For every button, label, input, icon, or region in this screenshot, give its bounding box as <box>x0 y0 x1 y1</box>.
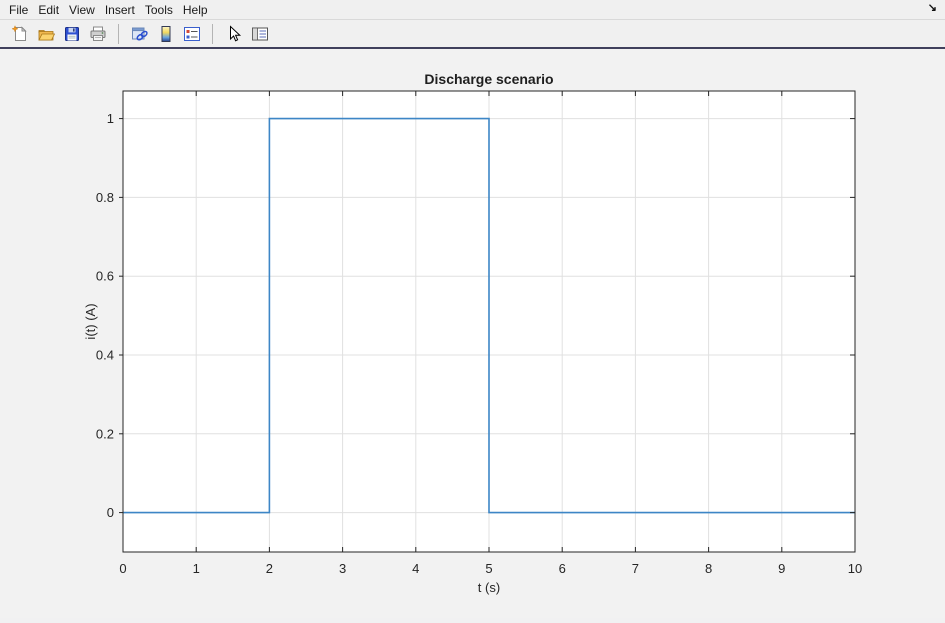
dock-corner-arrow-icon[interactable]: ↘ <box>927 2 937 14</box>
insert-legend-icon <box>184 26 200 41</box>
insert-colorbar-icon <box>161 25 171 42</box>
x-tick-label: 7 <box>632 561 639 576</box>
x-tick-label: 9 <box>778 561 785 576</box>
x-tick-label: 4 <box>412 561 419 576</box>
x-tick-label: 6 <box>559 561 566 576</box>
toolbar-separator <box>118 23 119 44</box>
x-tick-label: 2 <box>266 561 273 576</box>
link-plot-button[interactable] <box>129 23 151 45</box>
discharge-scenario-chart: 0 1 2 3 4 5 6 7 8 9 10 0 0.2 0.4 0.6 0.8 1 Discharge scen… <box>83 71 862 595</box>
y-tick-label: 0.2 <box>96 426 114 441</box>
menu-edit[interactable]: Edit <box>38 2 60 17</box>
y-tick-label: 0.6 <box>96 269 114 284</box>
pointer-arrow-button[interactable] <box>223 23 245 45</box>
x-tick-label: 10 <box>848 561 862 576</box>
x-tick-label: 8 <box>705 561 712 576</box>
insert-legend-button[interactable] <box>181 23 203 45</box>
x-tick-label: 1 <box>193 561 200 576</box>
save-figure-icon <box>65 26 79 41</box>
menu-tools[interactable]: Tools <box>144 2 173 17</box>
new-figure-icon <box>11 24 27 41</box>
link-plot-icon <box>132 27 148 40</box>
menu-view[interactable]: View <box>69 2 95 17</box>
toolbar <box>0 20 945 49</box>
figure-canvas: 0 1 2 3 4 5 6 7 8 9 10 0 0.2 0.4 0.6 0.8 1 Discharge scen… <box>0 49 945 618</box>
plot-tools-icon <box>252 27 268 40</box>
y-tick-label: 1 <box>107 111 114 126</box>
save-figure-button[interactable] <box>61 23 83 45</box>
plot-tools-button[interactable] <box>249 23 271 45</box>
toolbar-separator <box>212 23 213 44</box>
y-tick-label: 0.4 <box>96 347 114 362</box>
menu-insert[interactable]: Insert <box>104 2 135 17</box>
open-file-icon <box>38 29 55 40</box>
y-tick-label: 0 <box>107 505 114 520</box>
menu-help[interactable]: Help <box>182 2 208 17</box>
open-file-button[interactable] <box>35 23 57 45</box>
print-figure-button[interactable] <box>87 23 109 45</box>
pointer-arrow-icon <box>230 24 242 41</box>
menubar: File Edit View Insert Tools Help ↘ <box>0 0 945 20</box>
x-tick-label: 5 <box>485 561 492 576</box>
chart-title: Discharge scenario <box>424 71 553 87</box>
y-axis-label: i(t) (A) <box>83 303 98 339</box>
insert-colorbar-button[interactable] <box>155 23 177 45</box>
x-axis-label: t (s) <box>478 580 500 595</box>
print-figure-icon <box>90 26 106 41</box>
x-tick-label: 0 <box>119 561 126 576</box>
y-tick-label: 0.8 <box>96 190 114 205</box>
x-tick-label: 3 <box>339 561 346 576</box>
new-figure-button[interactable] <box>9 23 31 45</box>
series-line-i(t) <box>123 117 855 514</box>
menu-file[interactable]: File <box>9 2 29 17</box>
